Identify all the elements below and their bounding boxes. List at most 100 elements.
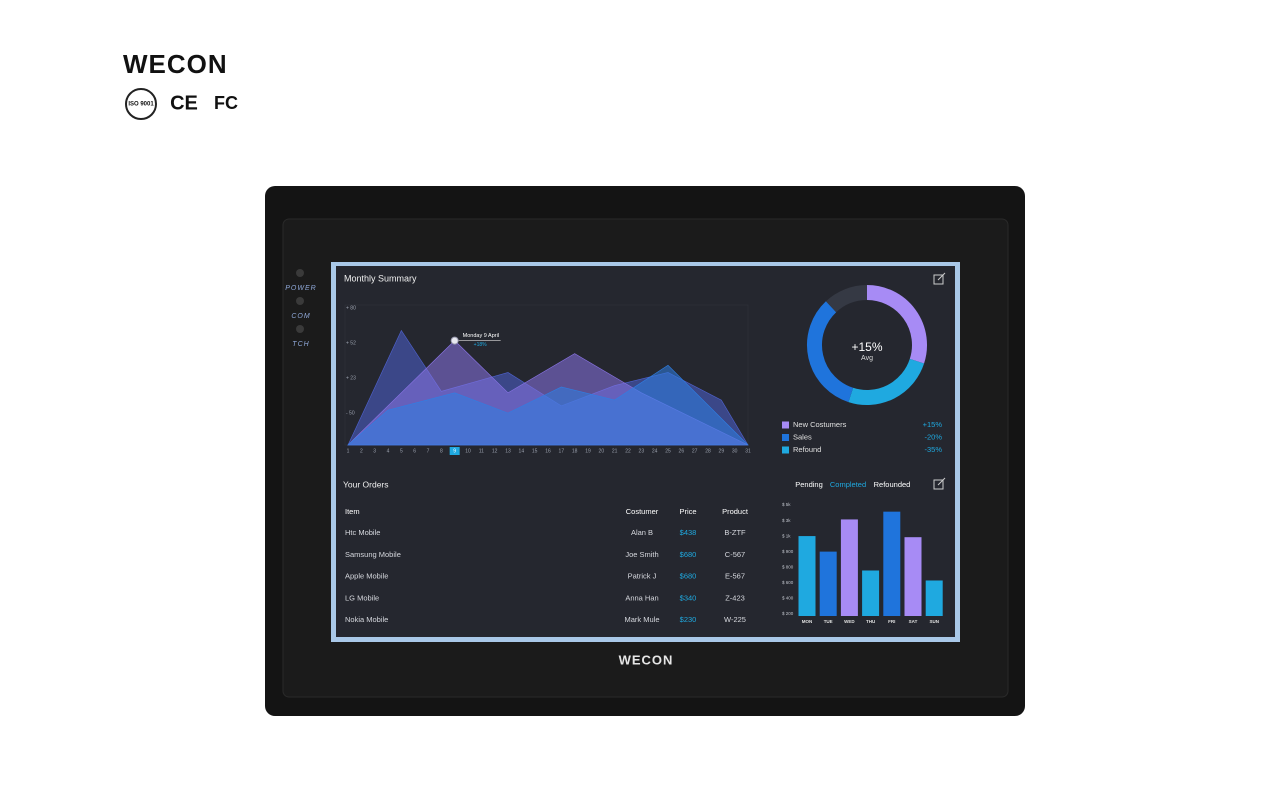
legend-name: New Costumers bbox=[793, 420, 847, 429]
table-cell: $340 bbox=[680, 593, 697, 602]
iso-badge bbox=[125, 88, 157, 120]
x-axis-label: 5 bbox=[400, 448, 403, 454]
legend-swatch bbox=[782, 434, 789, 441]
legend-name: Sales bbox=[793, 432, 812, 441]
x-axis-label: THU bbox=[866, 619, 875, 624]
led bbox=[296, 269, 304, 277]
bar bbox=[925, 580, 943, 616]
x-axis-label: 25 bbox=[665, 448, 671, 454]
y-axis-label: $ 800 bbox=[782, 564, 794, 569]
bar bbox=[819, 551, 837, 616]
tab[interactable]: Pending bbox=[795, 480, 823, 489]
bar bbox=[904, 537, 922, 616]
ce-mark: CE bbox=[170, 92, 198, 114]
table-cell: $438 bbox=[680, 528, 697, 537]
y-axis-label: $ 900 bbox=[782, 549, 794, 554]
table-cell: Mark Mule bbox=[624, 615, 659, 624]
edit-icon[interactable] bbox=[933, 477, 946, 490]
bar bbox=[862, 570, 880, 616]
x-axis-label: 12 bbox=[492, 448, 498, 454]
table-cell: Htc Mobile bbox=[345, 528, 380, 537]
table-cell: Alan B bbox=[631, 528, 653, 537]
donut-segment bbox=[866, 285, 927, 364]
device-logo: WECON bbox=[619, 652, 674, 667]
x-axis-label: 17 bbox=[559, 448, 565, 454]
x-axis-label: 31 bbox=[745, 448, 751, 454]
donut-value: +15% bbox=[851, 340, 882, 354]
x-axis-label: 29 bbox=[719, 448, 725, 454]
y-axis-label: $ 1k bbox=[782, 533, 791, 538]
y-axis-label: + 80 bbox=[346, 305, 356, 311]
y-axis-label: $ 600 bbox=[782, 580, 794, 585]
legend-value: -35% bbox=[924, 445, 942, 454]
x-axis-label: 26 bbox=[679, 448, 685, 454]
table-cell: $680 bbox=[680, 572, 697, 581]
table-cell: E-567 bbox=[725, 572, 745, 581]
led bbox=[296, 325, 304, 333]
legend-swatch bbox=[782, 446, 789, 454]
x-axis-label: 15 bbox=[532, 448, 538, 454]
area-series bbox=[347, 364, 749, 446]
legend-name: Refound bbox=[793, 445, 821, 454]
x-axis-label: 23 bbox=[639, 448, 645, 454]
fc-mark: FC bbox=[214, 93, 238, 113]
panel-title: Your Orders bbox=[343, 479, 389, 489]
brand-logo: WECON bbox=[123, 49, 228, 79]
table-cell: Anna Han bbox=[625, 593, 658, 602]
x-axis-label: WED bbox=[844, 619, 855, 624]
y-axis-label: - 50 bbox=[346, 410, 355, 416]
legend-value: -20% bbox=[924, 432, 942, 441]
edit-icon[interactable] bbox=[933, 272, 946, 285]
table-cell: Joe Smith bbox=[625, 550, 658, 559]
x-axis-label: 24 bbox=[652, 448, 658, 454]
x-axis-label: 1 bbox=[347, 448, 350, 454]
led-label: POWER bbox=[285, 285, 316, 292]
bar bbox=[840, 519, 858, 616]
x-axis-label: 4 bbox=[387, 448, 390, 454]
table-header: Costumer bbox=[626, 507, 659, 516]
x-axis-label: 11 bbox=[479, 448, 484, 454]
y-axis-label: $ 5k bbox=[782, 502, 791, 507]
table-cell: Apple Mobile bbox=[345, 572, 388, 581]
tab[interactable]: Refounded bbox=[874, 480, 911, 489]
x-axis-label: 18 bbox=[572, 448, 578, 454]
x-axis-label: TUE bbox=[824, 619, 833, 624]
x-axis-label: 13 bbox=[505, 448, 511, 454]
x-axis-label: FRI bbox=[888, 619, 895, 624]
legend-swatch bbox=[782, 421, 789, 429]
y-axis-label: $ 200 bbox=[782, 611, 794, 616]
table-cell: B-ZTF bbox=[724, 528, 746, 537]
x-highlight bbox=[449, 447, 460, 455]
led-label: TCH bbox=[292, 341, 309, 348]
table-cell: $680 bbox=[680, 550, 697, 559]
bar bbox=[883, 511, 901, 616]
legend-value: +15% bbox=[923, 420, 943, 429]
x-axis-label: MON bbox=[802, 619, 813, 624]
x-axis-label: SUN bbox=[929, 619, 939, 624]
donut-segment bbox=[807, 301, 854, 403]
bar bbox=[798, 536, 816, 616]
tab[interactable]: Completed bbox=[830, 480, 866, 489]
x-axis-label: 10 bbox=[465, 448, 471, 454]
panel-title: Monthly Summary bbox=[344, 273, 417, 283]
tooltip-value: +18% bbox=[474, 342, 487, 348]
table-cell: $230 bbox=[680, 615, 697, 624]
table-cell: Samsung Mobile bbox=[345, 550, 401, 559]
x-axis-label: 2 bbox=[360, 448, 363, 454]
donut-label: Avg bbox=[861, 355, 873, 362]
x-axis-label: 19 bbox=[585, 448, 591, 454]
x-axis-label: 28 bbox=[705, 448, 711, 454]
y-axis-label: + 52 bbox=[346, 340, 356, 346]
led-label: COM bbox=[291, 313, 310, 320]
table-header: Item bbox=[345, 507, 360, 516]
tooltip-title: Monday 9 April bbox=[463, 333, 499, 339]
table-cell: LG Mobile bbox=[345, 593, 379, 602]
x-axis-label: 7 bbox=[427, 448, 430, 454]
x-axis-label: 16 bbox=[545, 448, 551, 454]
table-cell: C-567 bbox=[725, 550, 745, 559]
led bbox=[296, 297, 304, 305]
x-axis-label: 9 bbox=[453, 448, 456, 454]
x-axis-label: 27 bbox=[692, 448, 698, 454]
